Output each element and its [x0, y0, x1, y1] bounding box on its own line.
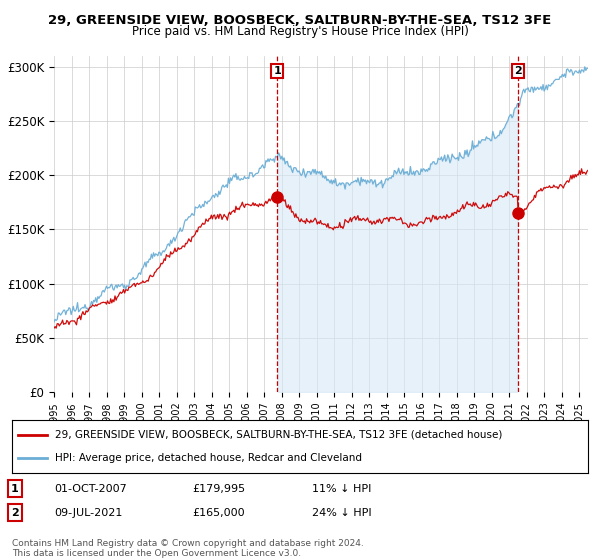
- Text: 11% ↓ HPI: 11% ↓ HPI: [312, 484, 371, 493]
- Text: Price paid vs. HM Land Registry's House Price Index (HPI): Price paid vs. HM Land Registry's House …: [131, 25, 469, 38]
- Text: 1: 1: [11, 484, 19, 493]
- Text: 29, GREENSIDE VIEW, BOOSBECK, SALTBURN-BY-THE-SEA, TS12 3FE: 29, GREENSIDE VIEW, BOOSBECK, SALTBURN-B…: [49, 14, 551, 27]
- Text: 2: 2: [11, 508, 19, 518]
- Text: 2: 2: [514, 66, 522, 76]
- Text: 01-OCT-2007: 01-OCT-2007: [54, 484, 127, 493]
- Text: HPI: Average price, detached house, Redcar and Cleveland: HPI: Average price, detached house, Redc…: [55, 453, 362, 463]
- Text: £179,995: £179,995: [192, 484, 245, 493]
- Text: Contains HM Land Registry data © Crown copyright and database right 2024.
This d: Contains HM Land Registry data © Crown c…: [12, 539, 364, 558]
- Text: 1: 1: [274, 66, 281, 76]
- Text: 29, GREENSIDE VIEW, BOOSBECK, SALTBURN-BY-THE-SEA, TS12 3FE (detached house): 29, GREENSIDE VIEW, BOOSBECK, SALTBURN-B…: [55, 430, 503, 440]
- Text: 24% ↓ HPI: 24% ↓ HPI: [312, 508, 371, 518]
- Text: £165,000: £165,000: [192, 508, 245, 518]
- Text: 09-JUL-2021: 09-JUL-2021: [54, 508, 122, 518]
